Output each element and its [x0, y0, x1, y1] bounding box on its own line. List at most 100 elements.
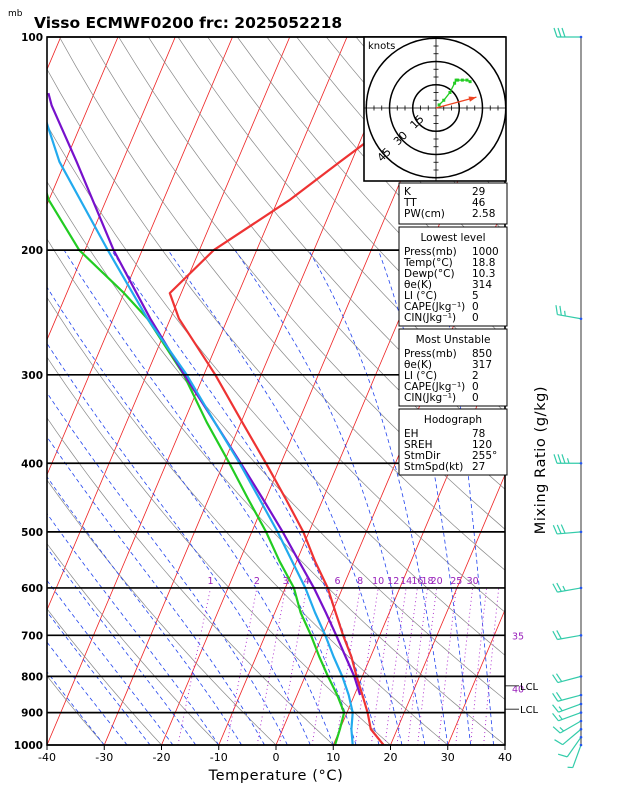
mixing-ratio-label: 18: [422, 576, 434, 587]
isotherm-line: [47, 37, 291, 611]
mixing-ratio-label: 14: [400, 576, 412, 587]
x-tick-label: -10: [210, 751, 228, 764]
wind-barb-flag: [555, 691, 563, 701]
wind-barb-staff: [572, 744, 582, 768]
dry-adiabat: [47, 238, 505, 745]
hodograph-point: [460, 78, 464, 82]
indices-lowest-level-row-value: 314: [472, 279, 492, 291]
dry-adiabat: [88, 37, 505, 530]
indices-lowest-level-heading: Lowest level: [420, 232, 485, 244]
mixing-ratio-label: 12: [387, 576, 399, 587]
wind-barb-flag: [559, 305, 562, 316]
wind-barb-origin: [579, 461, 583, 465]
hodograph-point: [456, 78, 460, 82]
wind-barb-half: [562, 585, 566, 591]
wind-barb-flag: [561, 454, 566, 464]
mixing-ratio-line: [256, 587, 287, 745]
p-tick-label: 500: [21, 527, 43, 539]
indices-most-unstable-row-label: CIN(Jkg⁻¹): [404, 392, 456, 404]
wind-barb-flag: [557, 454, 562, 464]
wind-barb: [555, 305, 583, 321]
x-tick-label: -30: [95, 751, 113, 764]
mixing-ratio-label: 10: [372, 576, 384, 587]
chart-title: Visso ECMWF0200 frc: 2025052218: [34, 14, 342, 32]
wind-barb-half: [559, 727, 565, 732]
indices-most-unstable-row-label: θe(K): [404, 359, 432, 371]
x-tick-label: -20: [153, 751, 171, 764]
indices-hodograph-row-value: 27: [472, 461, 485, 473]
dry-adiabat: [118, 37, 505, 490]
indices-lowest-level-row-value: 1000: [472, 246, 499, 258]
indices-lowest-level-row-label: Press(mb): [404, 246, 457, 258]
indices-hodograph-row-value: 120: [472, 439, 492, 451]
moist-adiabat: [47, 671, 105, 745]
wind-barb-half: [566, 458, 570, 464]
isotherm-line: [47, 37, 176, 341]
moist-adiabat: [47, 392, 288, 745]
p-tick-label: 600: [21, 583, 43, 595]
indices-lowest-level-row-value: 5: [472, 290, 479, 302]
lcl-label: LCL: [520, 682, 539, 693]
wind-barb-origin: [579, 727, 583, 731]
wind-barb-staff: [557, 694, 582, 702]
indices-lowest-level-row-label: LI (°C): [404, 290, 437, 302]
wind-barb-origin: [579, 634, 583, 637]
x-tick-label: 30: [441, 751, 455, 764]
wind-barb-origin: [579, 735, 583, 739]
indices-hodograph-box: [398, 408, 508, 476]
wind-profile: [552, 27, 583, 769]
dry-adiabat: [47, 675, 105, 745]
mixing-ratio-label: 35: [512, 631, 524, 642]
wind-barb-half: [558, 714, 563, 720]
isotherm-line: [47, 37, 119, 206]
wind-barb-half: [564, 310, 566, 317]
dry-adiabat: [47, 543, 220, 745]
pressure-unit-label: mb: [8, 9, 23, 19]
wind-barb-flag: [552, 525, 558, 535]
wind-barb-staff: [562, 728, 582, 746]
x-axis-label: Temperature (°C): [208, 768, 344, 784]
hodograph-point: [465, 78, 469, 82]
dry-adiabat: [47, 124, 505, 656]
mixing-ratio-label: 6: [334, 576, 340, 587]
p-tick-label: 900: [21, 708, 43, 720]
indices-most-unstable-box: [398, 328, 508, 407]
indices-lowest-level-row-value: 10.3: [472, 268, 495, 280]
moist-adiabat: [308, 249, 449, 745]
p-tick-label: 100: [21, 32, 43, 44]
indices-most-unstable-row-value: 850: [472, 348, 492, 360]
wind-barb-origin: [579, 743, 583, 747]
wind-barb: [554, 727, 583, 746]
moist-adiabat: [47, 476, 242, 745]
y-axis-label: Mixing Ratio (g/kg): [533, 386, 549, 534]
dry-adiabat: [47, 356, 391, 745]
mixing-ratio-label: 30: [467, 576, 479, 587]
mixing-ratio-label: 4: [304, 576, 310, 587]
indices-most-unstable-row-value: 0: [472, 392, 479, 404]
mixing-ratio-label: 16: [411, 576, 423, 587]
indices-most-unstable-row-value: 0: [472, 381, 479, 393]
indices-most-unstable-row-label: CAPE(Jkg⁻¹): [404, 381, 465, 393]
indices-hodograph-row-label: EH: [404, 428, 419, 440]
wind-barb-flag: [552, 704, 559, 713]
dry-adiabat: [148, 37, 505, 451]
indices-lowest-level-row-label: CIN(Jkg⁻¹): [404, 312, 456, 324]
hodograph-point: [437, 103, 441, 107]
mixing-ratio-label: 40: [512, 685, 524, 696]
wind-barb-flag: [554, 739, 563, 746]
indices-hodograph-row-label: StmDir: [404, 450, 441, 462]
wind-barb-staff: [566, 736, 582, 758]
chart-grid: [47, 37, 505, 745]
mixing-ratio-label: 3: [283, 576, 289, 587]
wind-barb: [553, 454, 583, 465]
indices-lowest-level-row-value: 0: [472, 312, 479, 324]
moist-adiabat: [377, 249, 471, 745]
mixing-ratio-label: 25: [450, 576, 462, 587]
isotherm-line: [47, 37, 233, 476]
indices-hodograph-row-label: SREH: [404, 439, 433, 451]
indices-k-tt-pw-row-value: 29: [472, 186, 485, 198]
mixing-ratio-label: 20: [431, 576, 443, 587]
